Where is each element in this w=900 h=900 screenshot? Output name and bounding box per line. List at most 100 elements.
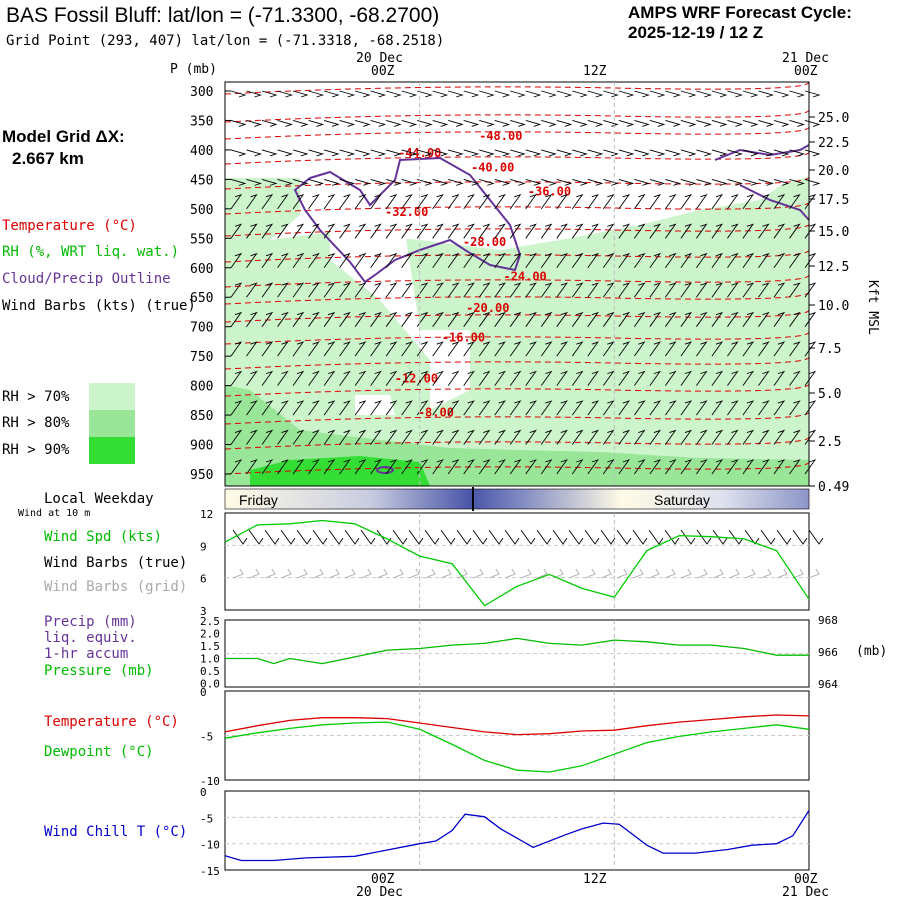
grid-wind-barb <box>712 568 724 579</box>
wind-barb <box>804 252 817 269</box>
wind-barb <box>494 223 506 239</box>
wind-barb <box>556 341 568 357</box>
chill-ytick: -10 <box>200 839 220 852</box>
wind-barb <box>494 282 506 298</box>
true-wind-barb <box>616 529 632 545</box>
wind-barb <box>478 459 491 475</box>
wind-barb <box>571 282 584 298</box>
wind-barb <box>261 252 274 269</box>
wind-barb <box>696 120 712 127</box>
wind-barb <box>602 400 615 416</box>
wind-barb <box>509 282 522 298</box>
wind-at-10m-label: Wind at 10 m <box>18 508 91 519</box>
wind-barb <box>727 223 739 239</box>
wind-barb <box>509 223 522 239</box>
wind-barb <box>758 370 770 386</box>
wind-barb <box>447 370 460 386</box>
liq-equiv-label: liq. equiv. <box>44 630 137 646</box>
wind-barb <box>680 400 693 416</box>
isotherm-label: -8.00 <box>418 405 454 419</box>
wind-barb <box>323 90 340 98</box>
wind-barb <box>401 459 413 475</box>
station-title: BAS Fossil Bluff: lat/lon = (-71.3300, -… <box>6 4 440 27</box>
wind-barb <box>633 193 646 210</box>
wind-barb <box>386 90 402 98</box>
wind-barb <box>370 193 382 210</box>
precip-ytick: 1.5 <box>200 640 220 653</box>
wind-barb <box>292 90 309 98</box>
wind-barbs-grid-label: Wind Barbs (grid) <box>44 579 188 595</box>
wind-barb <box>680 341 693 357</box>
wind-barb <box>510 178 526 186</box>
wind-barb <box>587 429 599 445</box>
grid-wind-barb <box>568 568 580 579</box>
true-wind-barb <box>360 529 376 545</box>
wind-barb <box>680 193 693 210</box>
true-wind-barb <box>280 529 296 545</box>
true-wind-barb <box>248 529 264 545</box>
wind-barb <box>789 429 801 445</box>
wind-barb <box>416 311 429 327</box>
wind-barb <box>556 311 568 327</box>
wind-barb <box>432 149 449 157</box>
legend-rh: RH (%, WRT liq. wat.) <box>2 244 180 260</box>
wind-barb <box>463 223 475 239</box>
wind-barb <box>246 341 258 357</box>
wind-barb <box>758 149 774 157</box>
wind-barb <box>370 341 382 357</box>
grid-wind-barb <box>696 568 708 579</box>
wind-barb <box>556 370 568 386</box>
wind-barb <box>230 400 243 416</box>
wind-barb <box>246 193 258 210</box>
wind-barb <box>742 400 755 416</box>
true-wind-barb <box>808 529 824 545</box>
wind-barb <box>758 459 770 475</box>
wind-barb <box>789 311 801 327</box>
wind-barb <box>463 459 475 475</box>
height-tick-label: 10.0 <box>818 299 849 314</box>
legend-temperature: Temperature (°C) <box>2 218 137 234</box>
pressure-tick-label: 600 <box>190 262 213 277</box>
rh-gap-2 <box>355 395 395 415</box>
wind-barb <box>277 252 289 269</box>
wind-barb <box>292 178 309 186</box>
model-grid-label: Model Grid ΔX: <box>2 127 125 146</box>
grid-point-label: Grid Point (293, 407) lat/lon = (-71.331… <box>6 33 445 49</box>
wind-barb <box>354 400 367 416</box>
wind-barb <box>634 178 650 186</box>
height-tick-label: 22.5 <box>818 136 849 151</box>
wind-barb <box>463 282 475 298</box>
wind-barb <box>448 178 464 186</box>
wind-barb <box>277 149 294 157</box>
wind-barb <box>246 149 263 157</box>
height-tick-label: 20.0 <box>818 164 849 179</box>
wind-barb <box>649 341 662 357</box>
wind-barb <box>261 370 274 386</box>
wind-barb <box>603 90 619 98</box>
pressure-tick-label: 700 <box>190 321 213 336</box>
wind-barb <box>494 90 511 98</box>
wind-barb <box>385 311 398 327</box>
wind-chill-line <box>224 810 810 862</box>
wind-barb <box>758 252 770 269</box>
wind-barb <box>587 370 599 386</box>
wind-barb <box>525 193 537 210</box>
wind-barb <box>339 149 356 157</box>
wind-barb <box>634 120 650 127</box>
wind-chill-label: Wind Chill T (°C) <box>44 824 188 840</box>
wind-barb <box>308 120 325 127</box>
wind-barb <box>416 429 429 445</box>
wind-barb <box>432 370 444 386</box>
wind-barb <box>230 459 243 475</box>
true-wind-barb <box>440 529 456 545</box>
height-tick-label: 0.49 <box>818 480 849 495</box>
top-time-00z-a: 00Z <box>371 64 395 79</box>
wind-barb <box>308 311 320 327</box>
wind-barb <box>401 178 418 186</box>
pressure-tick-label: 550 <box>190 232 213 247</box>
chill-ytick: -5 <box>200 812 213 825</box>
true-wind-barb <box>504 529 520 545</box>
isotherm-label: -40.00 <box>471 161 514 175</box>
wind-barb <box>587 459 599 475</box>
